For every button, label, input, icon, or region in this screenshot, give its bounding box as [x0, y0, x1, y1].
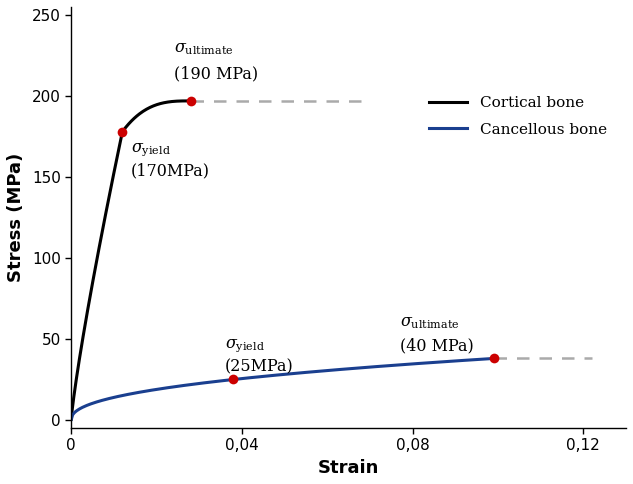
X-axis label: Strain: Strain — [318, 459, 379, 477]
Text: $\sigma_{\rm ultimate}$: $\sigma_{\rm ultimate}$ — [400, 314, 460, 331]
Text: $\sigma_{\rm ultimate}$: $\sigma_{\rm ultimate}$ — [173, 40, 233, 57]
Legend: Cortical bone, Cancellous bone: Cortical bone, Cancellous bone — [423, 91, 613, 143]
Text: $\sigma_{\rm yield}$: $\sigma_{\rm yield}$ — [131, 141, 171, 158]
Text: (40 MPa): (40 MPa) — [400, 337, 473, 354]
Text: (25MPa): (25MPa) — [225, 358, 294, 376]
Text: (170MPa): (170MPa) — [131, 163, 210, 180]
Text: (190 MPa): (190 MPa) — [173, 65, 258, 82]
Y-axis label: Stress (MPa): Stress (MPa) — [7, 153, 25, 282]
Text: $\sigma_{\rm yield}$: $\sigma_{\rm yield}$ — [225, 337, 265, 354]
